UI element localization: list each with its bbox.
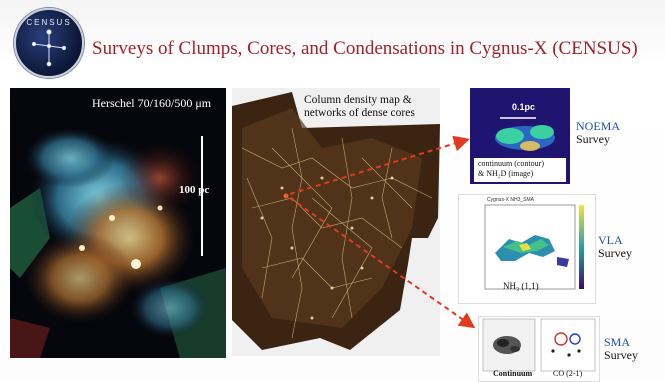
census-logo: CENSUS — [14, 8, 84, 78]
sma-caption-left: Continuum — [493, 369, 533, 378]
vla-survey-label: VLA Survey — [598, 234, 632, 260]
arrow-to-noema — [289, 135, 470, 195]
herschel-image: Herschel 70/160/500 μm 100 pc — [10, 88, 226, 358]
column-density-image — [232, 92, 440, 350]
sma-survey-name: SMA — [604, 335, 631, 349]
noema-survey-word: Survey — [576, 132, 610, 146]
logo-text: CENSUS — [26, 18, 72, 27]
column-density-label-line1: Column density map & — [304, 94, 412, 106]
column-density-label: Column density map & networks of dense c… — [304, 94, 415, 120]
noema-image: 0.1pc continuum (contour) & NH₂D (image) — [470, 88, 570, 184]
sma-survey-label: SMA Survey — [604, 336, 638, 362]
herschel-label: Herschel 70/160/500 μm — [92, 96, 212, 110]
vla-map — [484, 204, 584, 290]
column-density-label-line2: networks of dense cores — [304, 107, 415, 119]
slide-title: Surveys of Clumps, Cores, and Condensati… — [92, 38, 638, 59]
sma-image: Continuum CO (2-1) — [478, 316, 600, 382]
column-density-map: Column density map & networks of dense c… — [232, 88, 440, 356]
noema-survey-label: NOEMA Survey — [576, 120, 620, 146]
noema-caption: continuum (contour) & NH₂D (image) — [478, 159, 544, 179]
noema-caption-line2: & NH₂D (image) — [478, 169, 534, 178]
vla-plot-title: Cygnus-X NH3_SMA — [487, 197, 534, 203]
sma-maps — [482, 318, 596, 372]
vla-survey-word: Survey — [598, 246, 632, 260]
arrow-to-sma — [289, 197, 476, 329]
noema-caption-line1: continuum (contour) — [478, 159, 544, 168]
herschel-composite-image — [10, 88, 226, 358]
vla-image: Cygnus-X NH3_SMA NH₃ (1,1) — [458, 194, 596, 304]
noema-scale-label: 0.1pc — [512, 102, 536, 112]
sma-caption-right: CO (2-1) — [553, 369, 583, 378]
sma-survey-word: Survey — [604, 348, 638, 362]
vla-survey-name: VLA — [598, 233, 623, 247]
constellation-icon — [31, 29, 67, 67]
scale-bar-label: 100 pc — [179, 184, 210, 196]
noema-survey-name: NOEMA — [576, 119, 620, 133]
vla-caption: NH₃ (1,1) — [503, 281, 539, 291]
